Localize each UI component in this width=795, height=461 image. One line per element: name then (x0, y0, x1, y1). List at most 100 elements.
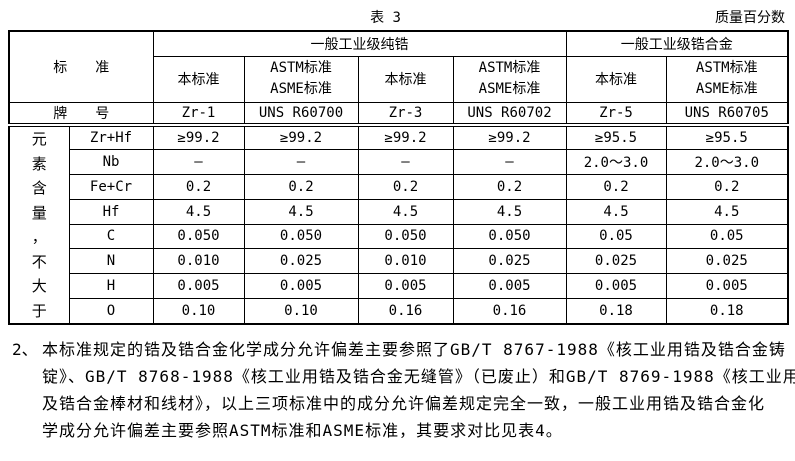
grade-header-cell: 牌 号 (8, 101, 154, 125)
corner-header-cell: 标 准 (8, 30, 154, 103)
asme-label: ASME标准 (270, 81, 332, 97)
value-cell: 0.16 (357, 298, 454, 324)
astm-label: ASTM标准 (270, 60, 332, 76)
footnote-marker: 2、 (12, 340, 38, 359)
value-cell: 4.5 (152, 198, 245, 225)
value-cell: 0.2 (243, 173, 359, 200)
table-row: 元 素 含 量 ， 不 大 于 Zr+Hf ≥99.2 ≥99.2 ≥99.2 … (8, 122, 789, 324)
value-cell: 4.5 (665, 198, 789, 225)
grade-cell: UNS R60705 (665, 101, 789, 125)
value-cell: 0.050 (357, 223, 454, 250)
footnote-line: 学成分允许偏差主要参照ASTM标准和ASME标准，其要求对比见表4。 (42, 421, 563, 440)
value-cell: 0.025 (665, 248, 789, 275)
standard-header-cell: 本标准 (565, 55, 667, 103)
value-cell: 0.005 (357, 273, 454, 300)
value-cell: 0.2 (357, 173, 454, 200)
value-cell: 0.050 (243, 223, 359, 250)
grade-cell: Zr-5 (565, 101, 667, 125)
element-cell: Nb (68, 148, 154, 175)
grade-cell: UNS R60702 (452, 101, 567, 125)
value-cell: ≥95.5 (565, 122, 667, 150)
table-row: Fe+Cr 0.2 0.2 0.2 0.2 0.2 0.2 (9, 173, 789, 200)
grade-cell: UNS R60700 (243, 101, 359, 125)
standard-header-cell: ASTM标准 ASME标准 (243, 55, 359, 103)
row-group-vertical-label: 元 素 含 量 ， 不 大 于 (8, 122, 70, 324)
value-cell: ≥95.5 (665, 122, 789, 150)
vertical-label-char: 含 (31, 179, 47, 198)
value-cell: 4.5 (243, 198, 359, 225)
value-cell: 0.005 (152, 273, 245, 300)
astm-label: ASTM标准 (478, 60, 541, 76)
value-cell: 0.16 (452, 298, 567, 324)
value-cell: 0.05 (665, 223, 789, 250)
grade-cell: Zr-3 (357, 101, 454, 125)
vertical-label-char: 于 (31, 301, 47, 320)
value-cell: 0.05 (565, 223, 667, 250)
table-row: C 0.050 0.050 0.050 0.050 0.05 0.05 (9, 223, 789, 250)
value-cell: — (152, 148, 245, 175)
grade-row: 牌 号 Zr-1 UNS R60700 Zr-3 UNS R60702 Zr-5… (8, 101, 789, 125)
asme-label: ASME标准 (478, 81, 541, 97)
value-cell: 0.2 (152, 173, 245, 200)
group-header-pure-zirconium: 一般工业级纯锆 (152, 30, 567, 57)
element-cell: Hf (68, 198, 154, 225)
value-cell: 0.2 (665, 173, 789, 200)
value-cell: 0.050 (152, 223, 245, 250)
value-cell: 0.005 (665, 273, 789, 300)
value-cell: 4.5 (565, 198, 667, 225)
standard-header-cell: 本标准 (152, 55, 245, 103)
asme-label: ASME标准 (695, 81, 758, 97)
value-cell: 0.025 (565, 248, 667, 275)
table-row: 标 准 一般工业级纯锆 一般工业级锆合金 (8, 30, 789, 103)
value-cell: ≥99.2 (452, 122, 567, 150)
value-cell: 4.5 (357, 198, 454, 225)
value-cell: 0.025 (243, 248, 359, 275)
standard-header-cell: ASTM标准 ASME标准 (665, 55, 789, 103)
value-cell: 0.010 (152, 248, 245, 275)
value-cell: 0.18 (665, 298, 789, 324)
table-row: Hf 4.5 4.5 4.5 4.5 4.5 4.5 (9, 198, 789, 225)
element-cell: Fe+Cr (68, 173, 154, 200)
vertical-label-char: 大 (31, 277, 47, 296)
group-header-zirconium-alloy: 一般工业级锆合金 (565, 30, 789, 57)
vertical-label-char: 量 (31, 203, 47, 222)
footnote-line: 及锆合金棒材和线材》，以上三项标准中的成分允许偏差规定完全一致，一般工业用锆及锆… (42, 394, 766, 413)
table-row: Nb — — — — 2.0～3.0 2.0～3.0 (9, 148, 789, 175)
value-cell: — (452, 148, 567, 175)
value-cell: 4.5 (452, 198, 567, 225)
table-caption-bar: 表 3 质量百分数 (8, 7, 787, 27)
astm-label: ASTM标准 (695, 60, 758, 76)
value-cell: ≥99.2 (357, 122, 454, 150)
footnote-line: 锭》、GB/T 8768-1988《核工业用锆及锆合金无缝管》（已废止）和GB/… (42, 367, 795, 386)
vertical-label-stack: 元 素 含 量 ， 不 大 于 (10, 129, 68, 323)
standard-header-cell: ASTM标准 ASME标准 (452, 55, 567, 103)
vertical-label-char: 元 (31, 130, 47, 149)
value-cell: 0.2 (452, 173, 567, 200)
footnote-line: 本标准规定的锆及锆合金化学成分允许偏差主要参照了GB/T 8767-1988《核… (42, 340, 786, 359)
table-number-label: 表 3 (370, 10, 401, 26)
element-cell: N (68, 248, 154, 275)
value-cell: 2.0～3.0 (665, 148, 789, 175)
grade-cell: Zr-1 (152, 101, 245, 125)
value-cell: 0.2 (565, 173, 667, 200)
unit-label: 质量百分数 (715, 10, 785, 26)
value-cell: 0.050 (452, 223, 567, 250)
composition-table: 标 准 一般工业级纯锆 一般工业级锆合金 本标准 ASTM标准 ASME标准 本… (8, 30, 789, 325)
value-cell: — (243, 148, 359, 175)
value-cell: 0.10 (243, 298, 359, 324)
table-row: 本标准 ASTM标准 ASME标准 本标准 ASTM标准 ASME标准 本标准 … (9, 55, 789, 103)
value-cell: ≥99.2 (243, 122, 359, 150)
element-cell: C (68, 223, 154, 250)
table-row: H 0.005 0.005 0.005 0.005 0.005 0.005 (9, 273, 789, 300)
element-cell: H (68, 273, 154, 300)
value-cell: ≥99.2 (152, 122, 245, 150)
value-cell: 0.010 (357, 248, 454, 275)
table-row: N 0.010 0.025 0.010 0.025 0.025 0.025 (9, 248, 789, 275)
element-cell: O (68, 298, 154, 324)
vertical-label-char: 不 (31, 252, 47, 271)
value-cell: 0.18 (565, 298, 667, 324)
value-cell: 0.005 (243, 273, 359, 300)
standard-header-cell: 本标准 (357, 55, 454, 103)
value-cell: 0.005 (565, 273, 667, 300)
